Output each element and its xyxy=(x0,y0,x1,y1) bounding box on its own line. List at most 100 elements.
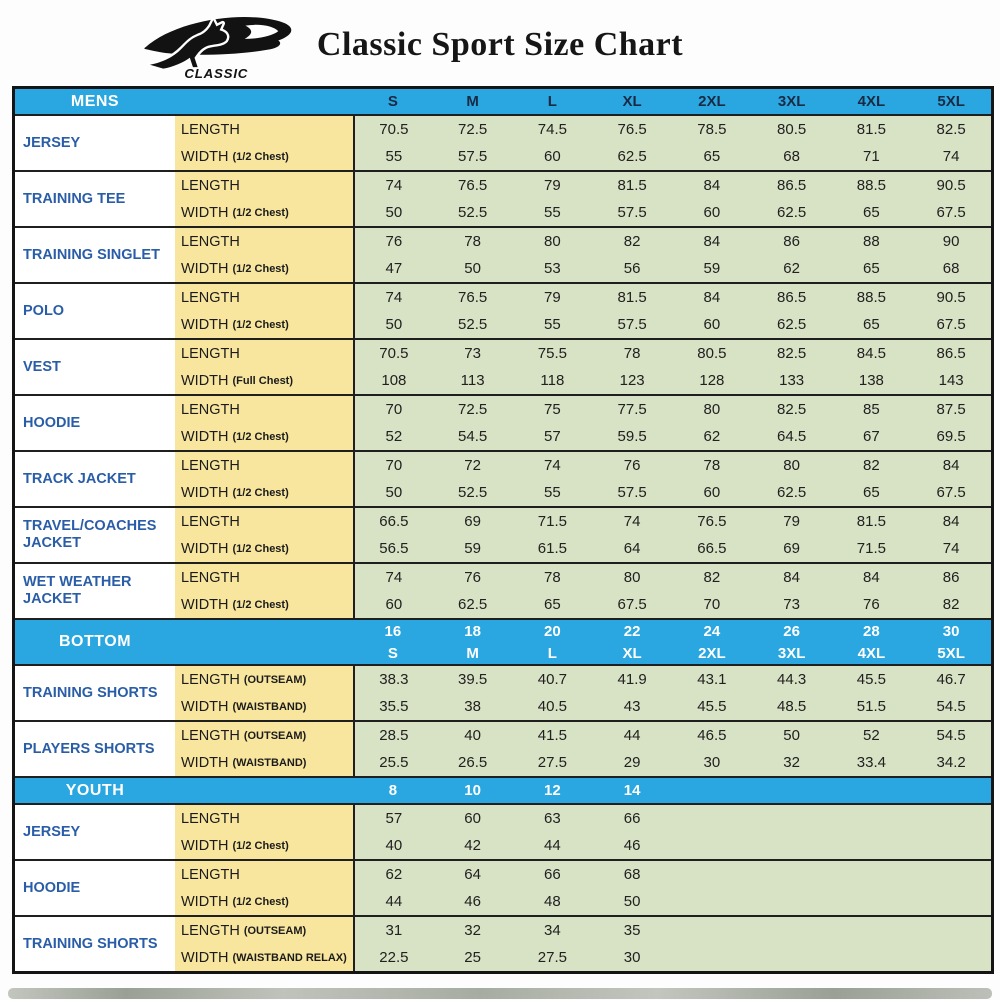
product-group: POLO LENGTH 74 76.5 79 81.5 84 86.5 88.5 90.5 WID… xyxy=(15,282,991,338)
product-group: PLAYERS SHORTS LENGTH (OUTSEAM) 28.5 40 41.5… xyxy=(15,720,991,776)
value-cell xyxy=(911,861,991,888)
size-column-header: 5XL xyxy=(937,93,965,110)
measure-label: LENGTH (OUTSEAM) xyxy=(175,722,353,749)
section-label-mens: MENS xyxy=(70,92,120,110)
measure-label: LENGTH xyxy=(175,116,353,143)
bottom-divider-strip xyxy=(8,988,992,999)
size-column-header: S xyxy=(387,93,398,110)
value-cell: 79 xyxy=(512,172,593,199)
value-cell: 86 xyxy=(911,564,991,591)
value-cell: 50 xyxy=(353,479,433,506)
value-cell: 82.5 xyxy=(911,116,991,143)
measure-label: LENGTH xyxy=(175,284,353,311)
value-cell: 74 xyxy=(911,143,991,170)
value-cell: 66 xyxy=(592,805,672,832)
value-cell: 55 xyxy=(512,479,593,506)
kangaroo-swoosh-icon: CLASSIC xyxy=(144,17,292,81)
size-column-header: XL xyxy=(622,644,642,662)
value-cell: 47 xyxy=(353,255,433,282)
size-column-header: L xyxy=(547,93,557,110)
value-cell: 50 xyxy=(353,311,433,338)
measure-label: WIDTH (1/2 Chest) xyxy=(175,888,353,915)
size-column-header: XL xyxy=(622,93,642,110)
value-cell: 59 xyxy=(432,535,513,562)
value-cell: 74 xyxy=(353,172,433,199)
value-cell: 62 xyxy=(353,861,433,888)
product-group: JERSEY LENGTH 57 60 63 66 WIDTH (1/2 Chest) 40… xyxy=(15,803,991,859)
size-column-header: 10 xyxy=(464,782,481,799)
value-cell: 46 xyxy=(592,832,672,859)
value-cell: 78 xyxy=(672,452,752,479)
value-cell: 54.5 xyxy=(432,423,513,450)
measure-label-sub: (1/2 Chest) xyxy=(232,150,289,163)
size-column-header xyxy=(752,778,832,803)
measure-label-sub: (1/2 Chest) xyxy=(232,839,289,852)
product-group: TRAVEL/COACHES JACKET LENGTH 66.5 69 71.5 74… xyxy=(15,506,991,562)
classic-logo: CLASSIC xyxy=(128,6,308,82)
value-cell: 52 xyxy=(831,722,912,749)
value-cell xyxy=(831,944,912,971)
value-cell: 67.5 xyxy=(911,479,991,506)
product-name: TRAINING SHORTS xyxy=(23,684,158,701)
value-cell: 138 xyxy=(831,367,912,394)
value-cell xyxy=(911,832,991,859)
section-header-youth: YOUTH 8 10 12 14 xyxy=(15,776,991,803)
value-cell xyxy=(672,805,752,832)
value-cell: 80.5 xyxy=(751,116,832,143)
value-cell: 76.5 xyxy=(432,284,513,311)
value-cell: 72 xyxy=(432,452,513,479)
value-cell: 68 xyxy=(751,143,832,170)
size-column-header: M xyxy=(466,644,479,662)
value-cell: 67.5 xyxy=(911,311,991,338)
measure-label-sub: (OUTSEAM) xyxy=(243,729,307,742)
value-cell: 38.3 xyxy=(353,666,433,693)
value-cell: 65 xyxy=(831,255,912,282)
value-cell: 29 xyxy=(592,749,672,776)
value-cell: 82 xyxy=(672,564,752,591)
value-cell: 44 xyxy=(592,722,672,749)
value-cell: 70 xyxy=(353,452,433,479)
measure-label: LENGTH xyxy=(175,172,353,199)
value-cell: 44 xyxy=(512,832,593,859)
value-cell: 44 xyxy=(353,888,433,915)
value-cell: 71 xyxy=(831,143,912,170)
value-cell: 65 xyxy=(831,199,912,226)
measure-label: WIDTH (1/2 Chest) xyxy=(175,479,353,506)
size-column-header: 20 xyxy=(544,622,561,640)
value-cell: 70 xyxy=(353,396,433,423)
product-group: VEST LENGTH 70.5 73 75.5 78 80.5 82.5 84.5 86.5 W… xyxy=(15,338,991,394)
value-cell: 74 xyxy=(353,564,433,591)
product-name: JERSEY xyxy=(23,134,81,151)
section-header-bottom: BOTTOM 16 18 20 22 24 26 28 30 S M L XL 2XL 3XL 4XL 5XL xyxy=(15,618,991,664)
value-cell: 46 xyxy=(432,888,513,915)
value-cell: 74 xyxy=(911,535,991,562)
value-cell: 40.5 xyxy=(512,693,593,720)
value-cell: 62.5 xyxy=(751,311,832,338)
value-cell: 33.4 xyxy=(831,749,912,776)
measure-label: LENGTH xyxy=(175,340,353,367)
value-cell: 32 xyxy=(432,917,513,944)
measure-label-sub: (WAISTBAND) xyxy=(232,756,307,769)
value-cell: 67.5 xyxy=(592,591,672,618)
value-cell: 69 xyxy=(432,508,513,535)
value-cell xyxy=(831,805,912,832)
product-name: WET WEATHER JACKET xyxy=(23,574,132,607)
value-cell: 59 xyxy=(672,255,752,282)
product-name: TRACK JACKET xyxy=(23,470,136,487)
value-cell: 76.5 xyxy=(592,116,672,143)
value-cell: 71.5 xyxy=(831,535,912,562)
value-cell: 45.5 xyxy=(672,693,752,720)
value-cell: 70.5 xyxy=(353,116,433,143)
value-cell: 50 xyxy=(751,722,832,749)
value-cell: 90 xyxy=(911,228,991,255)
value-cell xyxy=(751,888,832,915)
value-cell: 34 xyxy=(512,917,593,944)
value-cell: 74 xyxy=(353,284,433,311)
product-group: HOODIE LENGTH 62 64 66 68 WIDTH (1/2 Chest) 44… xyxy=(15,859,991,915)
value-cell: 75.5 xyxy=(512,340,593,367)
value-cell: 65 xyxy=(672,143,752,170)
size-column-header: 12 xyxy=(544,782,561,799)
value-cell: 50 xyxy=(432,255,513,282)
value-cell: 55 xyxy=(512,199,593,226)
value-cell: 57.5 xyxy=(592,199,672,226)
